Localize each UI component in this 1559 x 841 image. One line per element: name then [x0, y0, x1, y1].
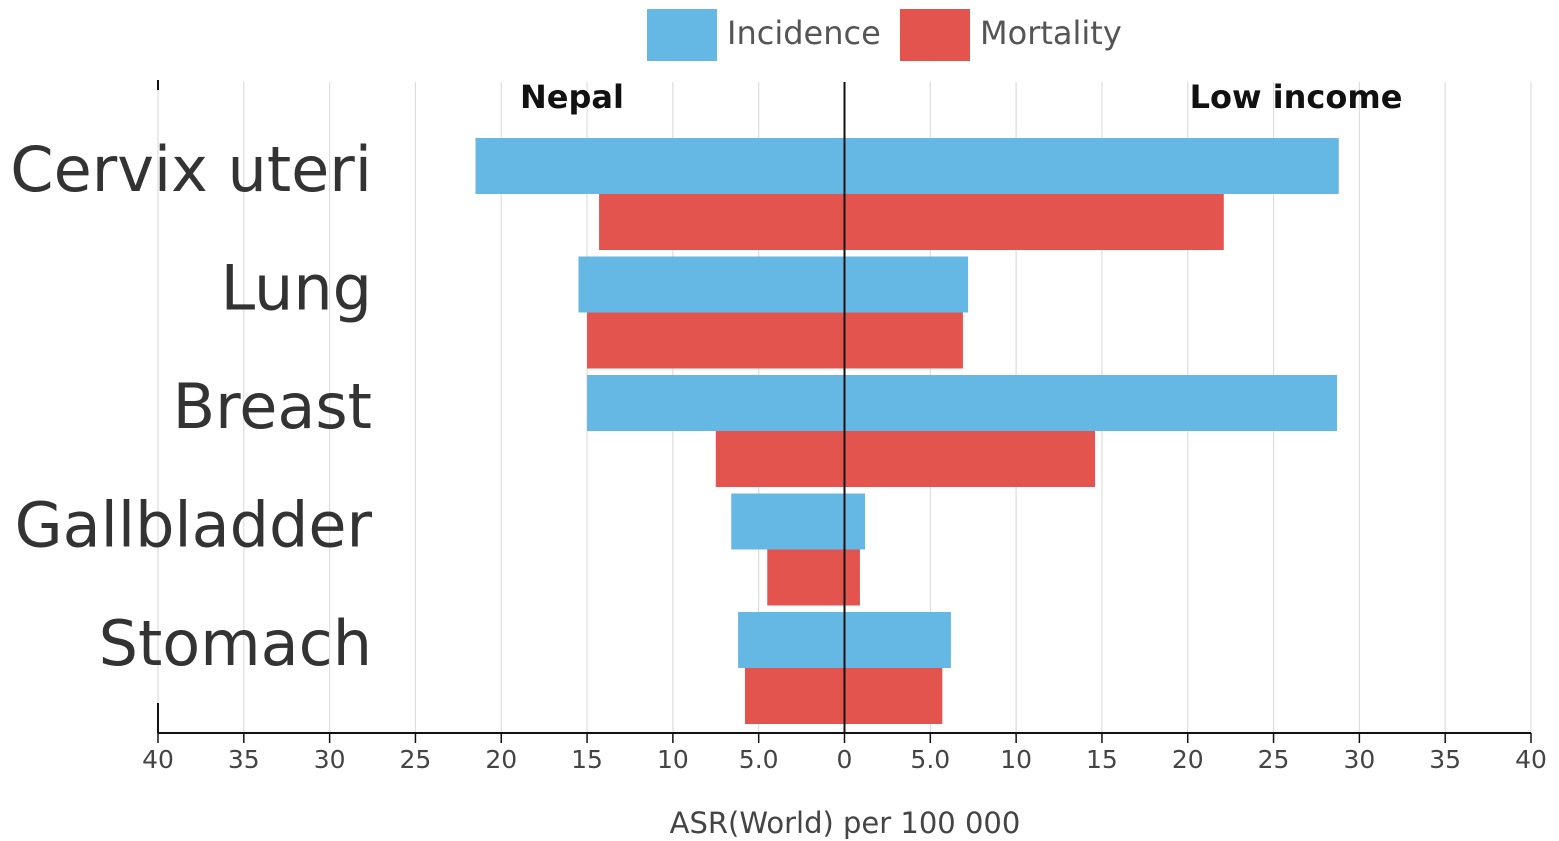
bar-incidence-left-2	[587, 375, 845, 431]
x-tick-label: 40	[142, 745, 174, 774]
bar-incidence-right-4	[844, 612, 951, 668]
x-tick-label: 20	[485, 745, 517, 774]
x-tick-label: 30	[1343, 745, 1375, 774]
bar-mortality-left-3	[767, 549, 845, 606]
bar-mortality-right-1	[844, 312, 963, 369]
category-label: Cervix uteri	[10, 133, 372, 206]
legend-swatch-incidence	[647, 9, 717, 61]
legend-label-mortality: Mortality	[980, 14, 1122, 52]
x-tick-label: 35	[228, 745, 260, 774]
right-panel-label: Low income	[1190, 78, 1403, 116]
bar-incidence-left-4	[738, 612, 845, 668]
category-label: Lung	[221, 252, 372, 325]
bar-incidence-right-3	[844, 493, 866, 550]
legend-label-incidence: Incidence	[727, 14, 881, 52]
bar-mortality-left-0	[599, 194, 845, 250]
bar-incidence-right-0	[844, 138, 1339, 194]
category-label: Breast	[173, 370, 372, 443]
x-tick-label: 15	[1086, 745, 1118, 774]
bar-mortality-right-4	[844, 668, 943, 724]
x-axis: 40 35 30 25 20 15 10 5.0 0 5.0 10 15 20 25 30 35 40	[142, 80, 1547, 774]
x-tick-label: 25	[400, 745, 432, 774]
x-tick-label: 30	[314, 745, 346, 774]
bar-mortality-right-3	[844, 549, 860, 606]
bar-mortality-left-2	[715, 431, 845, 487]
bar-mortality-left-1	[587, 312, 845, 369]
left-panel-label: Nepal	[520, 78, 624, 116]
bar-incidence-left-3	[731, 493, 845, 550]
bar-mortality-right-2	[844, 431, 1096, 487]
x-axis-title: ASR(World) per 100 000	[670, 806, 1021, 840]
x-tick-label: 25	[1258, 745, 1290, 774]
x-tick-label: 10	[1000, 745, 1032, 774]
bars	[475, 138, 1339, 724]
x-tick-label: 35	[1429, 745, 1461, 774]
bar-mortality-right-0	[844, 194, 1224, 250]
legend-swatch-mortality	[900, 9, 970, 61]
category-labels: Cervix uteri Lung Breast Gallbladder Stomach	[10, 133, 372, 680]
x-tick-label: 5.0	[910, 745, 950, 774]
category-label: Stomach	[99, 607, 372, 680]
x-tick-label: 15	[571, 745, 603, 774]
x-tick-label: 0	[837, 745, 853, 774]
bar-mortality-left-4	[744, 668, 845, 724]
bar-incidence-right-1	[844, 256, 969, 313]
x-tick-label: 40	[1515, 745, 1547, 774]
legend: Incidence Mortality	[647, 9, 1122, 61]
x-tick-label: 5.0	[739, 745, 779, 774]
bar-incidence-left-0	[475, 138, 845, 194]
bar-incidence-left-1	[578, 256, 845, 313]
x-tick-label: 20	[1172, 745, 1204, 774]
category-label: Gallbladder	[15, 489, 373, 562]
bar-incidence-right-2	[844, 375, 1338, 431]
x-tick-label: 10	[657, 745, 689, 774]
